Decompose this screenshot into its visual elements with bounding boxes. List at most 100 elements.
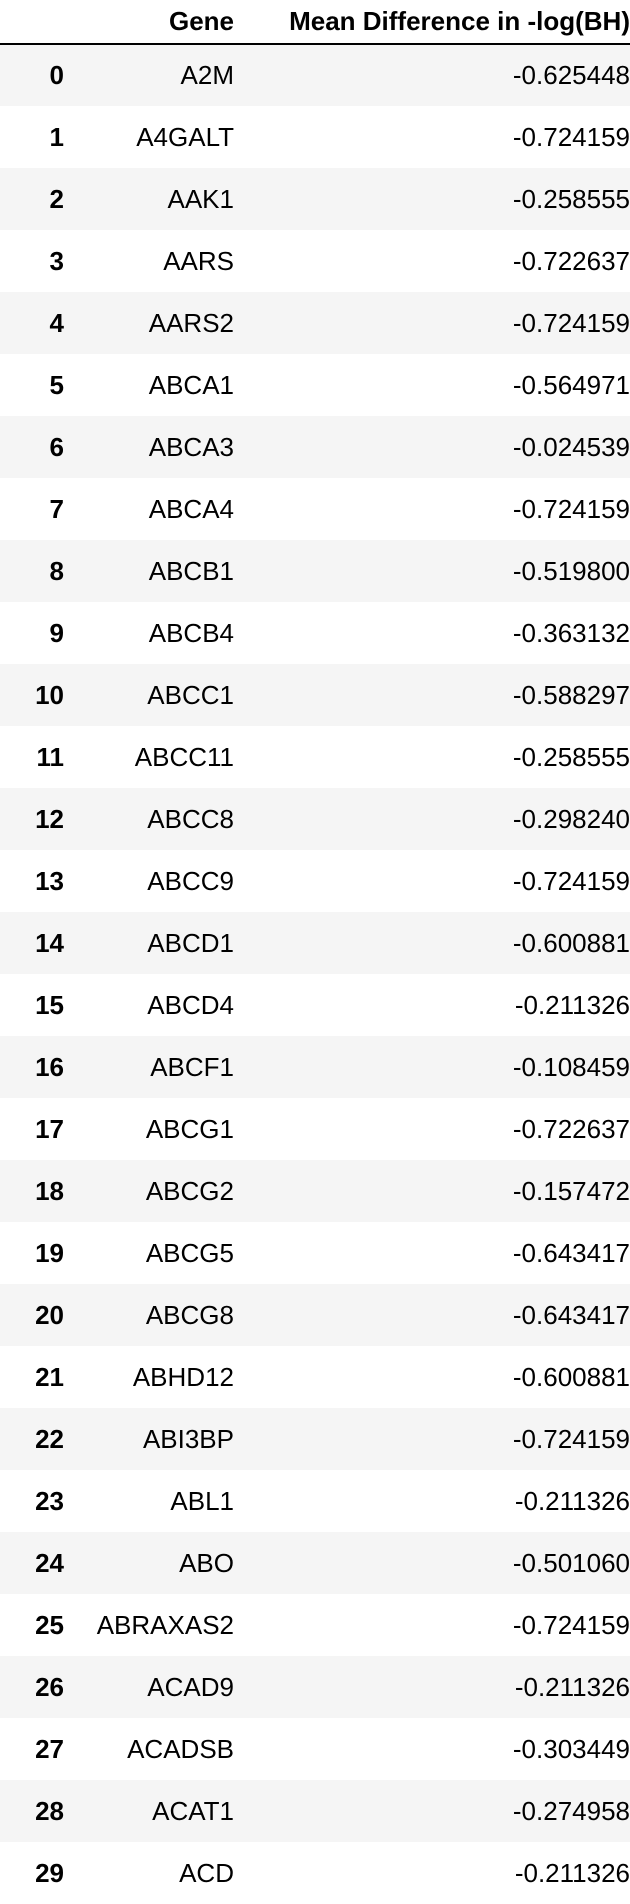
mean-difference-cell: -0.258555 — [512, 741, 630, 772]
table-row: 27 ACADSB -0.303449 — [0, 1718, 630, 1780]
row-index: 25 — [35, 1609, 64, 1640]
row-index: 15 — [35, 989, 64, 1020]
table-row: 29 ACD -0.211326 — [0, 1842, 630, 1904]
gene-cell: ABHD12 — [132, 1361, 234, 1392]
gene-cell: ABCA3 — [148, 431, 234, 462]
table-row: 8 ABCB1 -0.519800 — [0, 540, 630, 602]
table-header: Gene Mean Difference in -log(BH) — [0, 0, 630, 45]
table-row: 14 ABCD1 -0.600881 — [0, 912, 630, 974]
gene-cell: ABCA1 — [148, 369, 234, 400]
row-index: 13 — [35, 865, 64, 896]
table-row: 22 ABI3BP -0.724159 — [0, 1408, 630, 1470]
table-row: 18 ABCG2 -0.157472 — [0, 1160, 630, 1222]
row-index: 8 — [49, 555, 64, 586]
gene-cell: ACD — [179, 1857, 234, 1888]
row-index: 18 — [35, 1175, 64, 1206]
table-row: 10 ABCC1 -0.588297 — [0, 664, 630, 726]
row-index: 11 — [36, 741, 65, 772]
row-index: 16 — [35, 1051, 64, 1082]
gene-cell: ABL1 — [170, 1485, 234, 1516]
table-body: 0 A2M -0.625448 1 A4GALT -0.724159 2 AAK1 -0.258… — [0, 44, 630, 1904]
gene-cell: A4GALT — [136, 121, 234, 152]
row-index: 5 — [49, 369, 64, 400]
gene-cell: ABCC9 — [147, 865, 234, 896]
gene-cell: ABCF1 — [150, 1051, 234, 1082]
table-row: 0 A2M -0.625448 — [0, 44, 630, 106]
gene-cell: ABCC8 — [147, 803, 234, 834]
mean-difference-cell: -0.108459 — [512, 1051, 630, 1082]
table-row: 26 ACAD9 -0.211326 — [0, 1656, 630, 1718]
gene-cell: ABO — [179, 1547, 234, 1578]
mean-difference-cell: -0.211326 — [514, 1671, 630, 1702]
row-index: 29 — [35, 1857, 64, 1888]
gene-cell: ABI3BP — [142, 1423, 234, 1454]
mean-difference-cell: -0.501060 — [512, 1547, 630, 1578]
row-index: 14 — [35, 927, 64, 958]
table-row: 17 ABCG1 -0.722637 — [0, 1098, 630, 1160]
gene-cell: ABRAXAS2 — [96, 1609, 234, 1640]
gene-cell: ACADSB — [127, 1733, 234, 1764]
gene-cell: ABCD4 — [147, 989, 234, 1020]
row-index: 6 — [49, 431, 64, 462]
mean-difference-cell: -0.588297 — [512, 679, 630, 710]
mean-difference-cell: -0.722637 — [512, 245, 630, 276]
mean-difference-cell: -0.643417 — [512, 1299, 630, 1330]
mean-difference-cell: -0.724159 — [512, 121, 630, 152]
row-index: 23 — [35, 1485, 64, 1516]
table-row: 28 ACAT1 -0.274958 — [0, 1780, 630, 1842]
mean-difference-cell: -0.724159 — [512, 1423, 630, 1454]
table-row: 1 A4GALT -0.724159 — [0, 106, 630, 168]
mean-difference-column-header: Mean Difference in -log(BH) — [234, 0, 630, 45]
table-row: 2 AAK1 -0.258555 — [0, 168, 630, 230]
gene-cell: A2M — [180, 60, 234, 90]
table-row: 15 ABCD4 -0.211326 — [0, 974, 630, 1036]
table-row: 13 ABCC9 -0.724159 — [0, 850, 630, 912]
gene-cell: ACAT1 — [152, 1795, 234, 1826]
row-index: 3 — [49, 245, 64, 276]
mean-difference-cell: -0.274958 — [512, 1795, 630, 1826]
row-index: 9 — [49, 617, 64, 648]
row-index: 26 — [35, 1671, 64, 1702]
mean-difference-cell: -0.722637 — [512, 1113, 630, 1144]
table-row: 7 ABCA4 -0.724159 — [0, 478, 630, 540]
mean-difference-cell: -0.643417 — [512, 1237, 630, 1268]
table-row: 25 ABRAXAS2 -0.724159 — [0, 1594, 630, 1656]
gene-cell: ABCB1 — [148, 555, 234, 586]
index-column-header — [0, 0, 64, 45]
gene-cell: ABCD1 — [147, 927, 234, 958]
table-row: 12 ABCC8 -0.298240 — [0, 788, 630, 850]
row-index: 19 — [35, 1237, 64, 1268]
mean-difference-cell: -0.258555 — [512, 183, 630, 214]
gene-cell: ACAD9 — [147, 1671, 234, 1702]
table-row: 3 AARS -0.722637 — [0, 230, 630, 292]
table-row: 6 ABCA3 -0.024539 — [0, 416, 630, 478]
mean-difference-cell: -0.519800 — [512, 555, 630, 586]
table-row: 16 ABCF1 -0.108459 — [0, 1036, 630, 1098]
row-index: 28 — [35, 1795, 64, 1826]
gene-column-header: Gene — [64, 0, 234, 45]
gene-cell: ABCA4 — [148, 493, 234, 524]
mean-difference-cell: -0.625448 — [512, 60, 630, 90]
gene-cell: ABCG2 — [145, 1175, 234, 1206]
table-row: 11 ABCC11 -0.258555 — [0, 726, 630, 788]
mean-difference-cell: -0.211326 — [514, 1857, 630, 1888]
mean-difference-cell: -0.724159 — [512, 307, 630, 338]
gene-cell: AAK1 — [167, 183, 235, 214]
mean-difference-cell: -0.211326 — [514, 989, 630, 1020]
mean-difference-cell: -0.564971 — [512, 369, 630, 400]
mean-difference-cell: -0.600881 — [512, 1361, 630, 1392]
mean-difference-cell: -0.600881 — [512, 927, 630, 958]
row-index: 20 — [35, 1299, 64, 1330]
mean-difference-cell: -0.024539 — [512, 431, 630, 462]
table-row: 21 ABHD12 -0.600881 — [0, 1346, 630, 1408]
row-index: 1 — [49, 121, 64, 152]
gene-cell: AARS — [163, 245, 234, 276]
row-index: 21 — [35, 1361, 64, 1392]
mean-difference-cell: -0.211326 — [514, 1485, 630, 1516]
table-row: 23 ABL1 -0.211326 — [0, 1470, 630, 1532]
row-index: 4 — [49, 307, 64, 338]
mean-difference-cell: -0.724159 — [512, 1609, 630, 1640]
gene-cell: ABCG8 — [145, 1299, 234, 1330]
mean-difference-cell: -0.157472 — [512, 1175, 630, 1206]
